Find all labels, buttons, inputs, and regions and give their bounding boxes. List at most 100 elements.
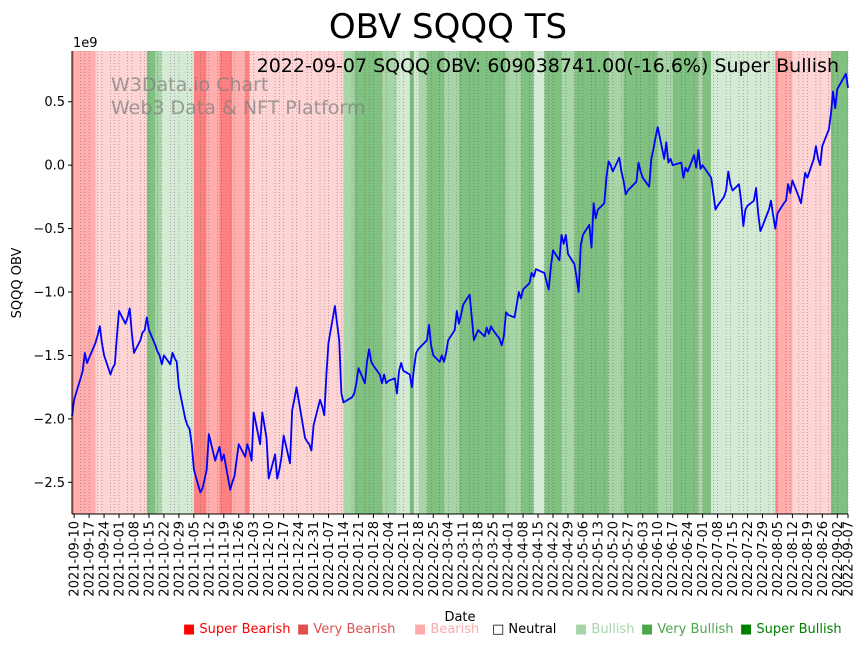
x-tick-label: 2022-05-13 (591, 521, 606, 597)
obv-series (71, 72, 849, 494)
band-bullish (561, 51, 575, 514)
y-tick-label: 0.0 (44, 159, 65, 174)
x-tick-label: 2022-03-11 (457, 521, 472, 597)
x-tick-label: 2022-04-29 (562, 521, 577, 597)
x-tick-label: 2021-11-26 (232, 521, 247, 597)
x-tick-label: 2022-09-02 (831, 521, 846, 597)
x-tick-label: 2022-08-26 (816, 521, 831, 597)
x-tick-label: 2022-02-04 (382, 521, 397, 597)
x-tick-label: 2022-01-07 (322, 521, 337, 597)
legend-entry: ■ Very Bullish (641, 622, 733, 637)
x-tick-label: 2021-11-12 (202, 521, 217, 597)
x-tick-label: 2021-10-15 (143, 521, 158, 597)
x-tick-label: 2021-11-19 (217, 521, 232, 597)
x-tick-label: 2022-09-07 (842, 521, 857, 597)
band-bullish (343, 51, 355, 514)
band-bullish (443, 51, 459, 514)
axes (71, 51, 848, 515)
y-axis-label: SQQQ OBV (10, 248, 25, 319)
y-axis-ticks: 0.5 0.0 −0.5 −1.0 −1.5 −2.0 −2.5 (33, 95, 72, 491)
watermark-line-1: W3Data.io Chart (111, 74, 268, 96)
legend-entry: ■ Super Bearish (183, 622, 291, 637)
band-very_bullish (458, 51, 506, 514)
band-very_bullish (426, 51, 444, 514)
x-tick-label: 2021-12-31 (307, 521, 322, 597)
x-tick-label: 2022-02-18 (412, 521, 427, 597)
x-tick-label: 2022-08-05 (771, 521, 786, 597)
x-tick-label: 2022-08-19 (801, 521, 816, 597)
legend-entry: ■ Bearish (414, 622, 479, 637)
y-axis-multiplier: 1e9 (73, 36, 98, 51)
x-tick-label: 2022-03-25 (487, 521, 502, 597)
legend-entry: □ Neutral (492, 622, 556, 637)
x-tick-label: 2022-04-15 (532, 521, 547, 597)
x-tick-label: 2022-04-08 (517, 521, 532, 597)
band-very_bearish (245, 51, 250, 514)
x-axis-ticks: 2021-09-10 2021-09-17 2021-09-24 2021-10-01… (68, 514, 857, 597)
x-tick-label: 2022-03-18 (472, 521, 487, 597)
y-tick-label: −1.0 (33, 286, 65, 301)
x-tick-label: 2022-01-21 (352, 521, 367, 597)
band-bullish (418, 51, 427, 514)
band-neutral_red (792, 51, 831, 514)
x-tick-label: 2021-12-17 (277, 521, 292, 597)
y-tick-label: −1.5 (33, 349, 65, 364)
legend-entry: ■ Super Bullish (740, 622, 842, 637)
band-neutral_red (95, 51, 147, 514)
signal-bands (72, 51, 848, 514)
x-tick-label: 2022-06-24 (681, 521, 696, 597)
x-tick-label: 2022-05-27 (621, 521, 636, 597)
x-tick-label: 2021-10-29 (172, 521, 187, 597)
band-very_bearish (72, 51, 75, 514)
week-gridlines (71, 51, 849, 514)
x-tick-label: 2022-07-22 (741, 521, 756, 597)
watermark-line-2: Web3 Data & NFT Platform (111, 97, 365, 119)
band-very_bullish (702, 51, 712, 514)
x-tick-label: 2022-02-11 (397, 521, 412, 597)
x-tick-label: 2022-05-20 (606, 521, 621, 597)
x-tick-label: 2022-06-17 (666, 521, 681, 597)
x-tick-label: 2021-12-10 (262, 521, 277, 597)
band-very_bullish (146, 51, 156, 514)
band-bearish (206, 51, 220, 514)
x-tick-label: 2021-10-22 (157, 521, 172, 597)
y-tick-label: 0.5 (44, 95, 65, 110)
latest-value-annotation: 2022-09-07 SQQQ OBV: 609038741.00(-16.6%… (257, 55, 839, 77)
x-tick-label: 2022-07-01 (696, 521, 711, 597)
x-tick-label: 2022-07-29 (756, 521, 771, 597)
x-tick-label: 2022-01-28 (367, 521, 382, 597)
band-bullish (698, 51, 703, 514)
x-tick-label: 2021-11-05 (187, 521, 202, 597)
band-bullish (505, 51, 521, 514)
band-neutral_green (161, 51, 194, 514)
band-bullish (657, 51, 673, 514)
legend-entry: ■ Very Bearish (297, 622, 395, 637)
x-tick-label: 2022-08-12 (786, 521, 801, 597)
band-neutral_green (533, 51, 545, 514)
x-tick-label: 2021-09-24 (98, 521, 113, 597)
x-tick-label: 2022-02-25 (427, 521, 442, 597)
x-tick-label: 2021-10-08 (128, 521, 143, 597)
chart-title: OBV SQQQ TS (329, 7, 567, 47)
band-bearish (232, 51, 246, 514)
x-tick-label: 2021-09-17 (83, 521, 98, 597)
band-bearish (777, 51, 793, 514)
x-axis-label: Date (444, 610, 475, 625)
x-tick-label: 2022-01-14 (337, 521, 352, 597)
x-tick-label: 2021-09-10 (68, 521, 83, 597)
legend-entry: ■ Bullish (575, 622, 634, 637)
x-tick-label: 2021-12-03 (247, 521, 262, 597)
obv-line (71, 72, 849, 494)
y-tick-label: −2.5 (33, 476, 65, 491)
x-tick-label: 2022-07-15 (726, 521, 741, 597)
band-very_bullish (830, 51, 848, 514)
y-tick-label: −0.5 (33, 222, 65, 237)
x-tick-label: 2022-07-08 (711, 521, 726, 597)
x-tick-label: 2022-04-01 (502, 521, 517, 597)
band-bullish (155, 51, 162, 514)
band-very_bullish (520, 51, 534, 514)
band-very_bearish (775, 51, 778, 514)
band-very_bearish (219, 51, 233, 514)
legend: ■ Super Bearish ■ Very Bearish ■ Bearish □ … (183, 622, 842, 637)
